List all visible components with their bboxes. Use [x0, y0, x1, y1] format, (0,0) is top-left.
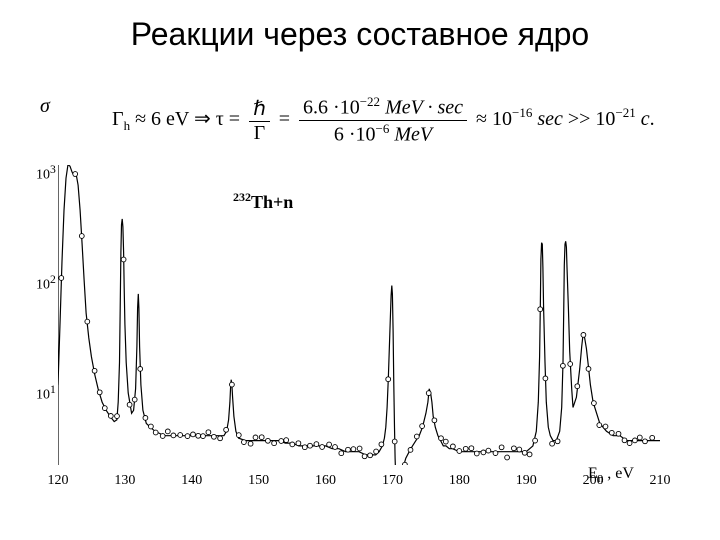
- x-tick: 140: [177, 473, 207, 489]
- y-tick: 101: [36, 383, 56, 404]
- x-tick: 190: [511, 473, 541, 489]
- x-tick: 160: [311, 473, 341, 489]
- x-tick: 180: [444, 473, 474, 489]
- x-tick: 170: [377, 473, 407, 489]
- page-title: Реакции через составное ядро: [0, 16, 720, 53]
- x-tick: 120: [43, 473, 73, 489]
- y-tick: 102: [36, 273, 56, 294]
- chart: σ 232Th+n 103 102 101 120130140150160170…: [58, 165, 660, 495]
- x-tick: 130: [110, 473, 140, 489]
- y-tick: 103: [36, 163, 56, 184]
- plot-svg: [58, 165, 660, 465]
- y-axis-label: σ: [40, 95, 50, 118]
- x-tick: 150: [244, 473, 274, 489]
- x-axis-label: En , eV: [588, 465, 634, 485]
- x-tick: 210: [645, 473, 675, 489]
- formula: Γh ≈ 6 eV ⇒ τ = ℏΓ = 6.6 ·10−22 MeV · se…: [112, 94, 655, 146]
